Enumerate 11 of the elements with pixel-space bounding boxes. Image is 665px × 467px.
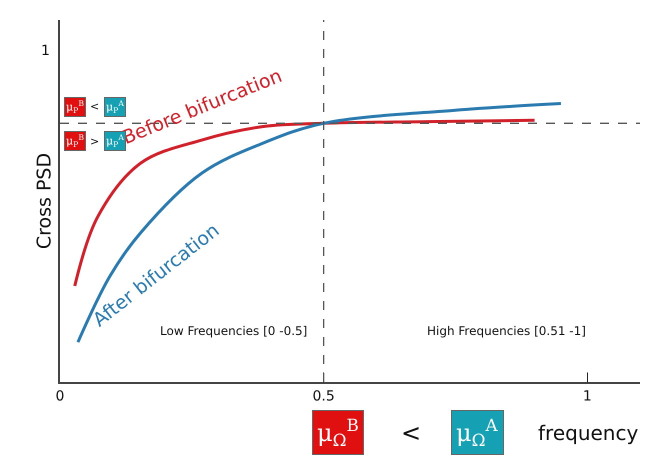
y-axis-title: Cross PSD xyxy=(34,152,56,250)
x-axis-title: frequency xyxy=(538,421,638,445)
annotation: < xyxy=(90,100,100,113)
annotation: > xyxy=(90,135,100,148)
text: 1 xyxy=(41,43,50,59)
x-tick-label: 0 xyxy=(56,388,64,405)
x-tick-label: 1 xyxy=(582,388,592,405)
annotation: High Frequencies [0.51 -1] xyxy=(427,324,586,338)
annotation: Low Frequencies [0 -0.5] xyxy=(160,324,308,338)
x-tick-label: 0.5 xyxy=(312,388,335,405)
text: < xyxy=(401,419,422,447)
